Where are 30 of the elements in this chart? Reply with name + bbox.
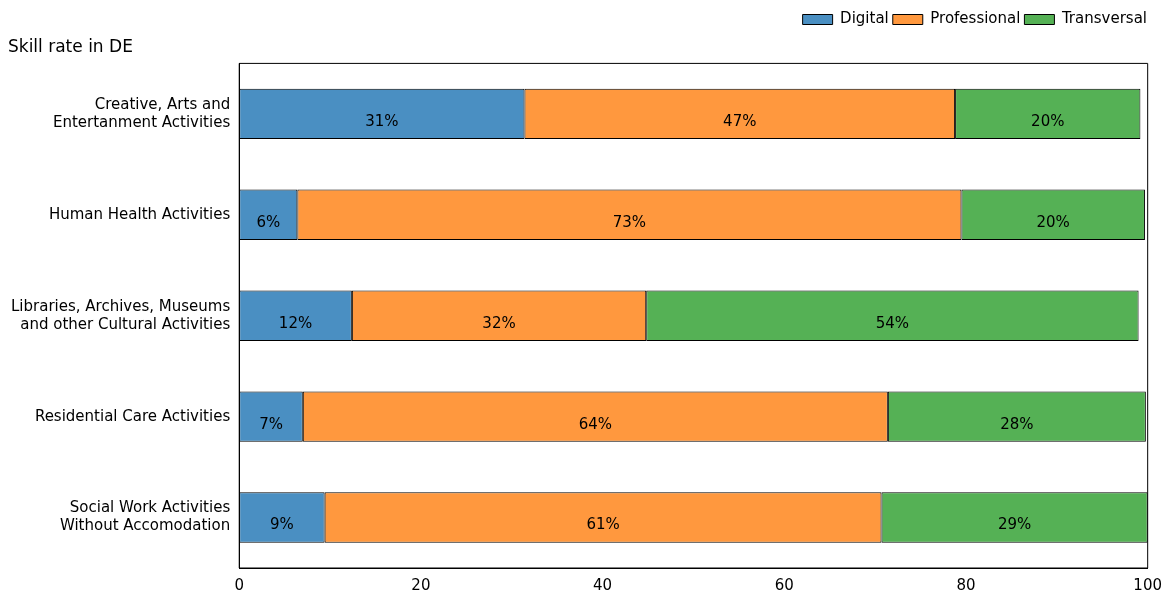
x-tick-label: 40 (593, 575, 613, 594)
data-label: 9% (270, 515, 294, 534)
text: Skill rate in DE (8, 35, 133, 56)
legend-label: Transversal (1060, 9, 1148, 28)
x-tick-label: 100 (1133, 575, 1163, 594)
data-label: 29% (997, 515, 1032, 534)
data-label: 28% (1000, 414, 1034, 433)
y-tick-label: Creative, Arts and Entertanment Activities (52, 94, 231, 131)
legend-label: Professional (930, 9, 1021, 28)
y-tick-label: Libraries, Archives, Museums and other Cultural Activities (10, 296, 231, 333)
data-label: 64% (578, 414, 613, 433)
y-tick-label: Social Work Activities Without Accomodation (59, 498, 231, 535)
data-label: 20% (1036, 212, 1070, 231)
x-tick-label: 80 (956, 575, 976, 594)
legend-label: Digital (840, 9, 889, 28)
data-label: 54% (875, 313, 910, 332)
data-label: 32% (482, 313, 516, 332)
data-label: 31% (365, 111, 399, 130)
data-label: 73% (612, 212, 647, 231)
y-tick-label: Residential Care Activities (34, 406, 231, 425)
x-tick-label: 60 (774, 575, 794, 594)
data-label: 12% (278, 313, 313, 332)
data-label: 6% (256, 212, 281, 231)
y-tick-label: Human Health Activities (48, 204, 231, 223)
data-label: 47% (723, 111, 757, 130)
data-label: 20% (1031, 111, 1065, 130)
data-label: 7% (259, 414, 283, 433)
x-tick-label: 20 (411, 575, 431, 594)
x-tick-label: 0 (234, 575, 244, 594)
data-label: 61% (586, 515, 620, 534)
